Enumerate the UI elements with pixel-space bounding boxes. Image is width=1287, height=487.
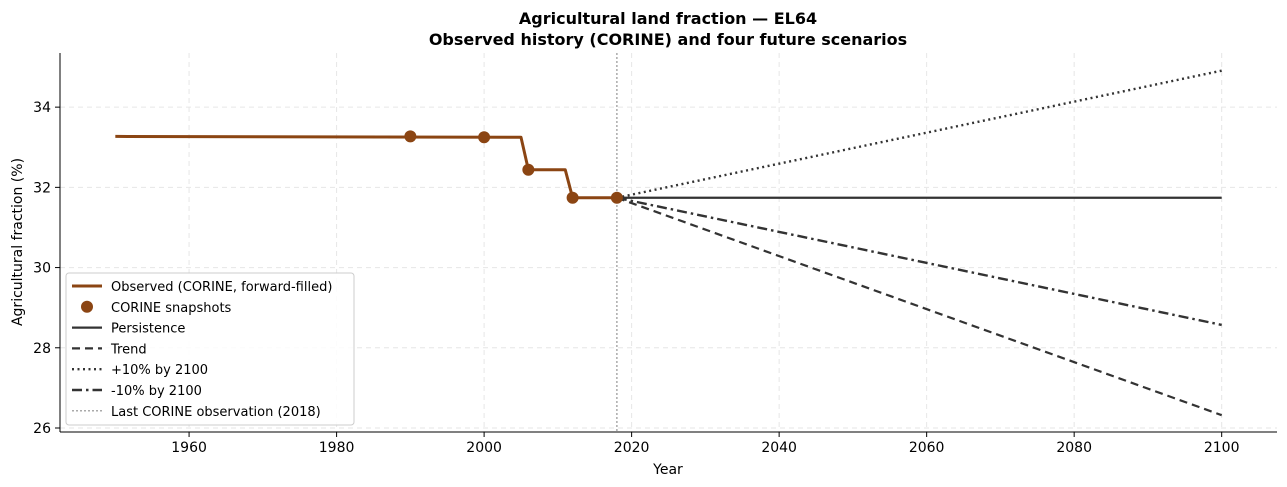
series-10-by-2100 (616, 196, 1222, 327)
x-tick-label-2040: 2040 (761, 440, 797, 456)
x-tick-label-2100: 2100 (1204, 440, 1240, 456)
x-tick-label-1980: 1980 (319, 440, 355, 456)
legend-item-4: +10% by 2100 (72, 363, 208, 378)
legend-label: CORINE snapshots (111, 301, 232, 316)
legend-label: -10% by 2100 (111, 384, 202, 399)
legend-label: Observed (CORINE, forward-filled) (111, 280, 332, 295)
series-10-by-2100 (616, 69, 1222, 199)
legend-label: Persistence (111, 322, 185, 337)
legend-label: Trend (110, 342, 147, 357)
legend-item-0: Observed (CORINE, forward-filled) (72, 280, 332, 295)
corine-snapshot-2000 (478, 131, 491, 144)
x-tick-label-1960: 1960 (171, 440, 207, 456)
x-tick-label-2000: 2000 (466, 440, 502, 456)
corine-snapshot-markers (404, 130, 623, 204)
legend-item-1: CORINE snapshots (81, 300, 232, 316)
y-axis-label: Agricultural fraction (%) (10, 158, 26, 326)
series-observed-corine-forward-filled (115, 134, 617, 200)
y-tick-label-34: 34 (33, 100, 51, 116)
y-tick-label-32: 32 (33, 180, 51, 196)
x-axis-label: Year (652, 462, 683, 478)
legend: Observed (CORINE, forward-filled) CORINE … (65, 272, 355, 426)
corine-snapshot-1990 (404, 130, 417, 143)
legend-label: +10% by 2100 (111, 363, 208, 378)
legend-item-6: Last CORINE observation (2018) (72, 405, 321, 420)
y-tick-label-30: 30 (33, 261, 51, 277)
legend-box (65, 272, 355, 426)
legend-marker-icon (81, 300, 93, 313)
chart-subtitle: Observed history (CORINE) and four futur… (429, 30, 907, 49)
corine-snapshot-2018 (610, 191, 623, 204)
chart-title: Agricultural land fraction — EL64 (519, 9, 817, 28)
y-tick-label-28: 28 (33, 341, 51, 357)
series-trend (616, 196, 1223, 417)
x-tick-label-2020: 2020 (614, 440, 650, 456)
plot-area (115, 69, 1223, 417)
legend-item-3: Trend (72, 342, 147, 357)
x-tick-label-2080: 2080 (1056, 440, 1092, 456)
legend-item-2: Persistence (72, 322, 185, 337)
corine-snapshot-2012 (566, 191, 579, 204)
y-ticks: 26 28 30 32 34 (33, 100, 60, 437)
corine-snapshot-2006 (522, 163, 535, 176)
legend-label: Last CORINE observation (2018) (111, 405, 321, 420)
legend-item-5: -10% by 2100 (72, 384, 202, 399)
y-tick-label-26: 26 (33, 421, 51, 437)
x-ticks: 1960 1980 2000 2020 2040 2060 2080 2100 (171, 432, 1240, 456)
x-tick-label-2060: 2060 (909, 440, 945, 456)
